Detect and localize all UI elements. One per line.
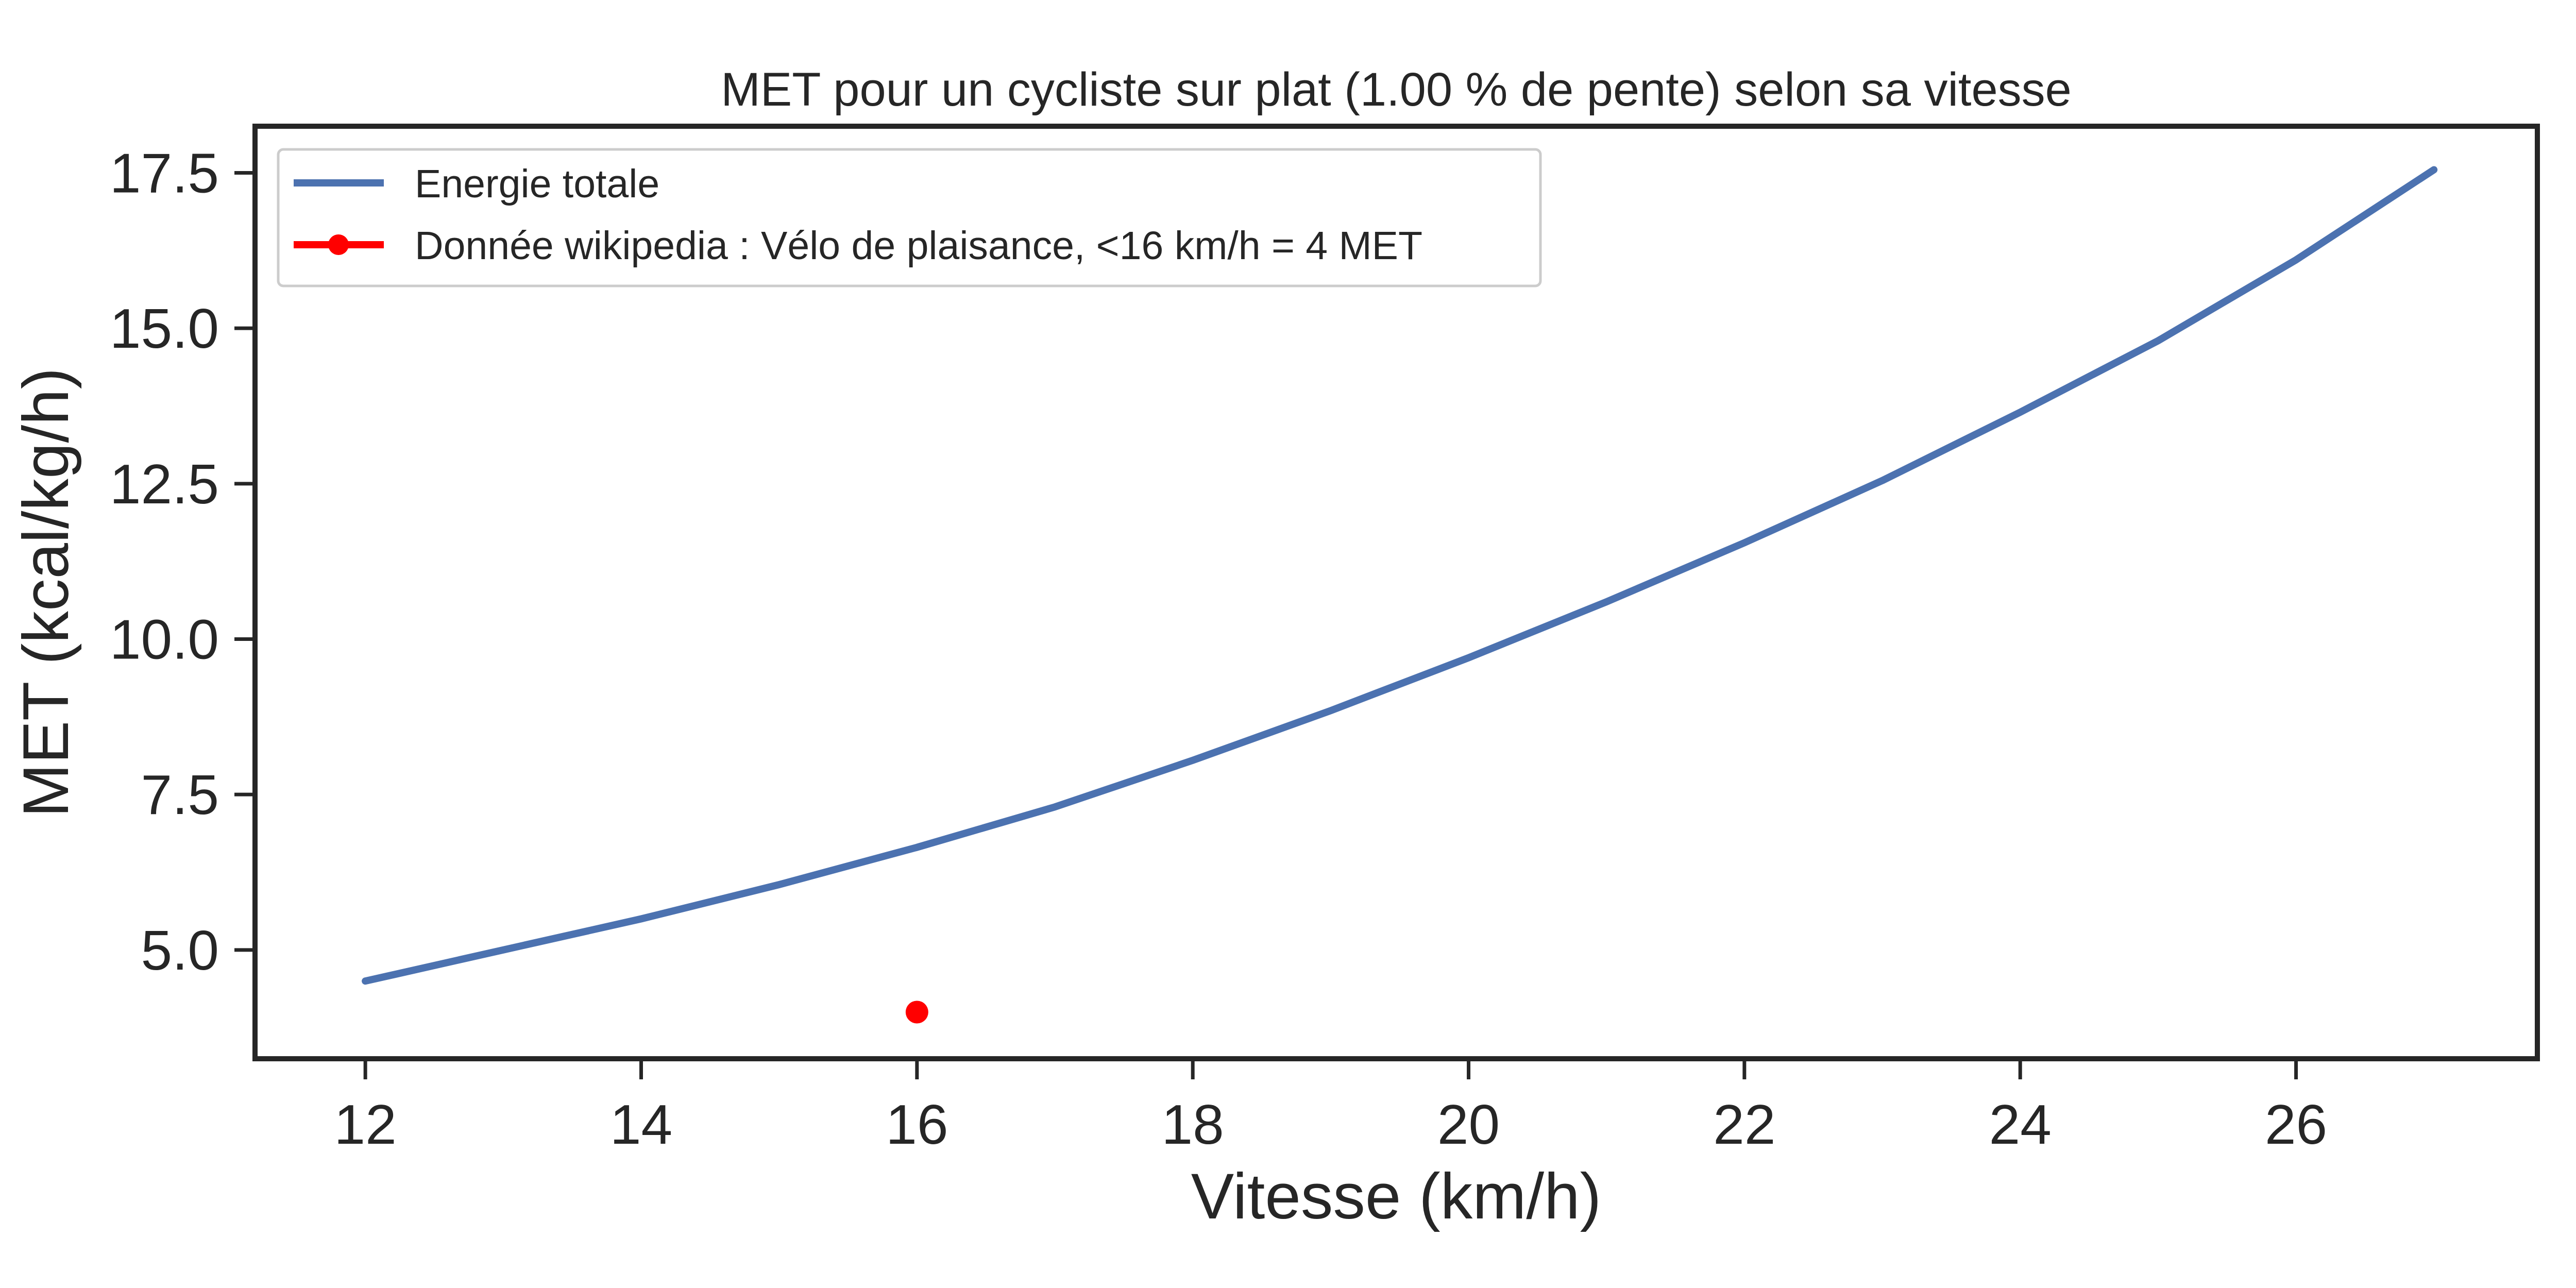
y-tick-label: 12.5 [110,453,219,516]
x-tick-label: 22 [1713,1093,1775,1156]
data-point-wikipedia [905,1001,928,1024]
x-tick-label: 12 [334,1093,397,1156]
x-tick-label: 16 [886,1093,948,1156]
legend: Energie totale Donnée wikipedia : Vélo d… [277,148,1542,287]
legend-marker-wikipedia [328,234,349,255]
legend-label-wikipedia: Donnée wikipedia : Vélo de plaisance, <1… [415,224,1422,268]
x-axis-label: Vitesse (km/h) [1191,1161,1602,1232]
x-tick-label: 24 [1989,1093,2052,1156]
x-axis: 12 14 16 18 20 22 24 26 [334,1059,2327,1156]
axes-frame [252,124,2540,1061]
x-tick-label: 26 [2265,1093,2327,1156]
legend-box [277,148,1542,287]
y-axis: 5.0 7.5 10.0 12.5 15.0 17.5 [110,142,255,982]
series-line-energie-totale [362,166,2438,985]
y-axis-label: MET (kcal/kg/h) [10,368,82,818]
y-tick-label: 10.0 [110,608,219,671]
y-tick-label: 17.5 [110,142,219,205]
plot-area [362,166,2438,1024]
y-tick-label: 5.0 [141,919,219,982]
legend-label-energie-totale: Energie totale [415,162,659,206]
y-tick-label: 15.0 [110,297,219,360]
chart-title: MET pour un cycliste sur plat (1.00 % de… [721,63,2072,116]
x-tick-label: 18 [1162,1093,1224,1156]
x-tick-label: 14 [610,1093,672,1156]
x-tick-label: 20 [1437,1093,1500,1156]
y-tick-label: 7.5 [141,764,219,826]
